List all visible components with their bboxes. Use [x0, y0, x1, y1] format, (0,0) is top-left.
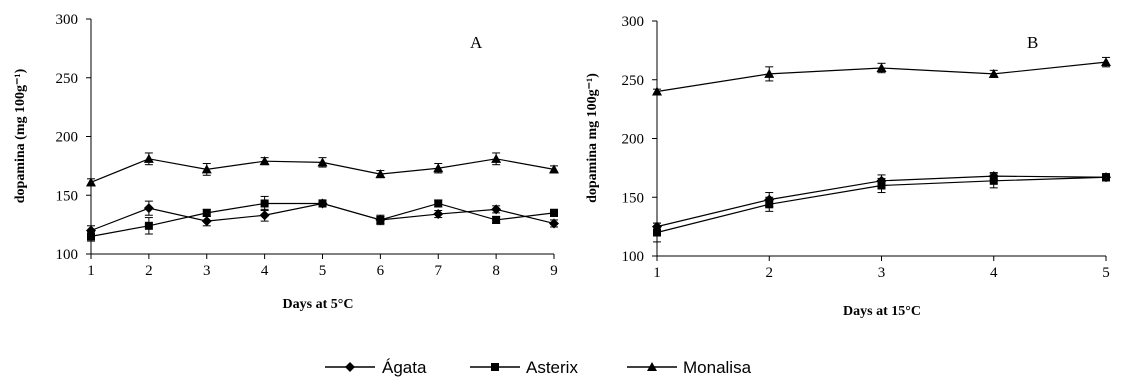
data-point-monalisa-a — [317, 157, 328, 167]
data-point-asterix-a — [260, 199, 269, 208]
data-point-asterix-b — [1102, 173, 1110, 182]
data-point-monalisa-a — [259, 156, 270, 166]
y-tick-label-a: 150 — [56, 188, 79, 204]
x-tick-label-a: 1 — [87, 263, 95, 279]
data-point-asterix-a — [434, 199, 443, 208]
x-tick-label-b: 2 — [766, 265, 774, 281]
data-point-asterix-a — [202, 208, 211, 217]
data-point-asterix-a — [87, 232, 95, 241]
panel-label-a: A — [470, 33, 483, 52]
x-axis-label-a: Days at 5°C — [283, 297, 354, 312]
data-point-monalisa-a — [86, 177, 96, 187]
data-point-asterix-b — [877, 181, 886, 190]
data-point-asterix-b — [653, 228, 661, 237]
x-tick-label-a: 8 — [492, 263, 500, 279]
data-point-monalisa-a — [433, 163, 444, 173]
y-tick-label-a: 200 — [56, 130, 79, 146]
data-point-monalisa-a — [143, 153, 154, 163]
panel-label-b: B — [1027, 33, 1038, 52]
x-tick-label-b: 5 — [1102, 265, 1110, 281]
data-point-agata-a — [143, 203, 154, 214]
x-tick-label-a: 3 — [203, 263, 211, 279]
data-point-monalisa-a — [549, 164, 559, 174]
x-tick-label-a: 2 — [145, 263, 153, 279]
x-tick-label-a: 7 — [435, 263, 443, 279]
legend-label-agata: Ágata — [382, 358, 427, 377]
x-tick-label-b: 4 — [990, 265, 998, 281]
data-point-monalisa-a — [375, 169, 386, 179]
y-tick-label-b: 250 — [622, 73, 645, 89]
data-point-agata-a — [491, 204, 502, 215]
data-point-monalisa-b — [876, 63, 887, 72]
x-tick-label-a: 4 — [261, 263, 269, 279]
data-point-asterix-a — [492, 215, 501, 224]
data-point-asterix-b — [989, 176, 998, 185]
x-axis-label-b: Days at 15°C — [843, 304, 921, 319]
data-point-agata-a — [549, 218, 559, 229]
y-tick-label-a: 100 — [56, 247, 79, 263]
data-point-asterix-a — [318, 199, 327, 208]
data-point-monalisa-b — [652, 86, 662, 96]
x-tick-label-a: 6 — [377, 263, 385, 279]
legend: Ágata Asterix Monalisa — [325, 358, 752, 377]
data-point-monalisa-a — [201, 164, 212, 174]
x-tick-label-a: 9 — [550, 263, 558, 279]
data-point-monalisa-a — [491, 153, 502, 163]
legend-label-asterix: Asterix — [526, 358, 578, 377]
data-point-asterix-a — [376, 215, 385, 224]
y-tick-label-b: 150 — [622, 190, 645, 206]
data-point-agata-a — [201, 216, 212, 227]
chart-panel-a: A Days at 5°C dopamina (mg 100g⁻¹) 10015… — [13, 12, 559, 312]
legend-label-monalisa: Monalisa — [683, 358, 752, 377]
chart-panel-b: B Days at 15°C dopamina mg 100g⁻¹) 10015… — [585, 14, 1111, 319]
y-tick-label-b: 200 — [622, 132, 645, 148]
y-axis-label-b: dopamina mg 100g⁻¹) — [585, 73, 600, 203]
data-point-monalisa-b — [1101, 57, 1111, 67]
legend-marker-agata — [345, 362, 355, 372]
data-point-asterix-a — [144, 221, 153, 230]
data-point-monalisa-b — [988, 68, 999, 78]
legend-marker-monalisa — [647, 362, 657, 371]
x-tick-label-b: 3 — [878, 265, 886, 281]
y-tick-label-a: 300 — [56, 12, 79, 28]
x-tick-label-a: 5 — [319, 263, 327, 279]
data-point-asterix-b — [765, 200, 774, 209]
data-point-asterix-a — [550, 208, 558, 217]
y-axis-label-a: dopamina (mg 100g⁻¹) — [13, 68, 28, 203]
data-point-monalisa-b — [764, 68, 775, 78]
data-point-agata-a — [259, 210, 270, 221]
legend-marker-asterix — [491, 363, 499, 371]
y-tick-label-b: 100 — [622, 249, 645, 265]
data-point-agata-a — [433, 209, 444, 220]
x-tick-label-b: 1 — [653, 265, 661, 281]
y-tick-label-b: 300 — [622, 14, 645, 30]
y-tick-label-a: 250 — [56, 71, 79, 87]
